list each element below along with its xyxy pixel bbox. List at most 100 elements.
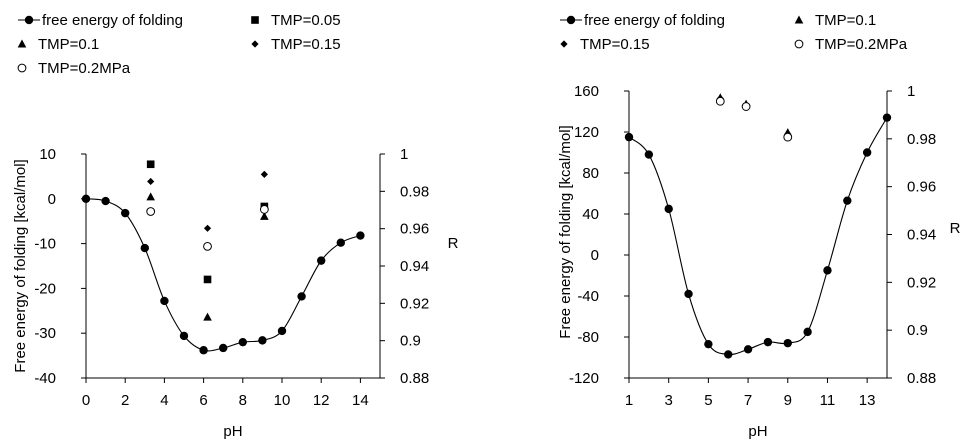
y2-axis-title: R [950,220,961,237]
data-point [147,177,155,186]
data-point [783,338,792,348]
legend-marker [17,63,27,73]
legend-marker [251,16,259,24]
y2-tick-label: 1 [907,83,915,100]
y-tick-label: 10 [39,146,56,163]
chart-2: 160 120 80 40 0 -40 -80 -120 1 0.98 0.96 0.94 0.92 0.… [557,12,961,440]
data-point [624,132,634,142]
data-point [199,346,208,355]
legend-marker [24,15,34,25]
y-tick-label: 0 [591,247,599,264]
data-point [704,339,713,349]
data-point [317,256,326,265]
y2-tick-label: 0.96 [400,221,429,238]
y2-tick-label: 0.92 [400,295,429,312]
legend-label: TMP=0.15 [271,36,341,53]
data-point [259,205,269,214]
data-point [356,231,365,240]
data-point [297,292,306,301]
y-tick-label: 80 [582,165,599,182]
y2-tick-label: 0.92 [907,274,936,291]
y-tick-label: -20 [34,280,56,297]
data-point [644,150,654,159]
data-point [843,196,852,205]
data-point [101,196,110,206]
legend-label: TMP=0.05 [271,12,341,29]
legend-label: TMP=0.1 [38,36,99,53]
data-point [258,336,267,345]
data-point [260,211,269,220]
y2-tick-label: 1 [400,146,408,163]
data-point [140,243,149,253]
x-tick-label: 10 [274,392,291,409]
data-point [763,337,773,347]
data-point [146,160,155,169]
x-tick-label: 14 [352,392,369,409]
data-point [277,326,287,336]
legend-label: free energy of folding [584,12,725,29]
data-point [203,312,212,321]
y-tick-label: -80 [577,329,599,346]
y2-tick-label: 0.94 [907,227,936,244]
y-tick-label: 160 [574,83,599,100]
legend-marker [251,40,259,48]
x-tick-label: 1 [625,392,633,409]
data-point [803,327,812,337]
data-point [146,192,155,201]
y2-tick-label: 0.88 [400,370,429,387]
x-tick-label: 2 [121,392,129,409]
y-tick-label: -40 [34,370,56,387]
y-tick-label: -120 [569,370,599,387]
data-point [862,148,872,157]
y2-tick-label: 0.9 [400,333,421,350]
data-point [179,331,189,341]
data-point [260,170,268,178]
x-tick-label: 13 [859,392,876,409]
legend-label: TMP=0.1 [815,12,876,29]
y-tick-label: -30 [34,325,56,342]
data-point [684,289,693,299]
legend-marker [794,39,804,49]
legend-marker [17,39,27,48]
x-tick-label: 11 [820,392,836,409]
legend-label: TMP=0.2MPa [815,36,908,53]
x-tick-label: 5 [704,392,712,409]
y2-tick-label: 0.9 [907,322,928,339]
y-tick-label: -10 [34,236,56,253]
data-point [81,194,91,203]
data-point [146,207,156,216]
x-axis-title: pH [223,423,242,440]
legend-label: TMP=0.15 [580,36,650,53]
legend-label: free energy of folding [42,12,183,29]
data-point [219,343,228,353]
y-tick-label: 120 [574,124,599,141]
y-tick-label: -40 [577,288,599,305]
data-point [160,296,169,306]
series-line [628,117,888,356]
x-tick-label: 3 [665,392,673,409]
x-tick-label: 4 [160,392,168,409]
series-line [85,198,361,352]
data-point [203,242,212,251]
data-point [203,275,212,284]
x-tick-label: 7 [744,392,752,409]
legend-marker [566,15,576,25]
data-point [238,337,247,347]
data-point [741,102,751,111]
y2-tick-label: 0.96 [907,179,936,196]
data-point [121,208,130,218]
y-axis-title: Free energy of folding [kcal/mol] [557,125,574,338]
x-tick-label: 0 [82,392,90,409]
data-point [203,224,212,232]
x-tick-label: 6 [199,392,207,409]
data-point [823,266,832,275]
data-point [715,96,725,106]
data-point [882,113,892,122]
chart-1: 10 0 -10 -20 -30 -40 1 0.98 0.96 0.94 0.92 0.9 0.88 0… [12,12,459,440]
legend-marker [794,15,804,24]
data-point [743,345,753,354]
y2-tick-label: 0.94 [400,258,429,275]
y2-tick-label: 0.98 [400,183,429,200]
legend-label: TMP=0.2MPa [38,60,131,77]
